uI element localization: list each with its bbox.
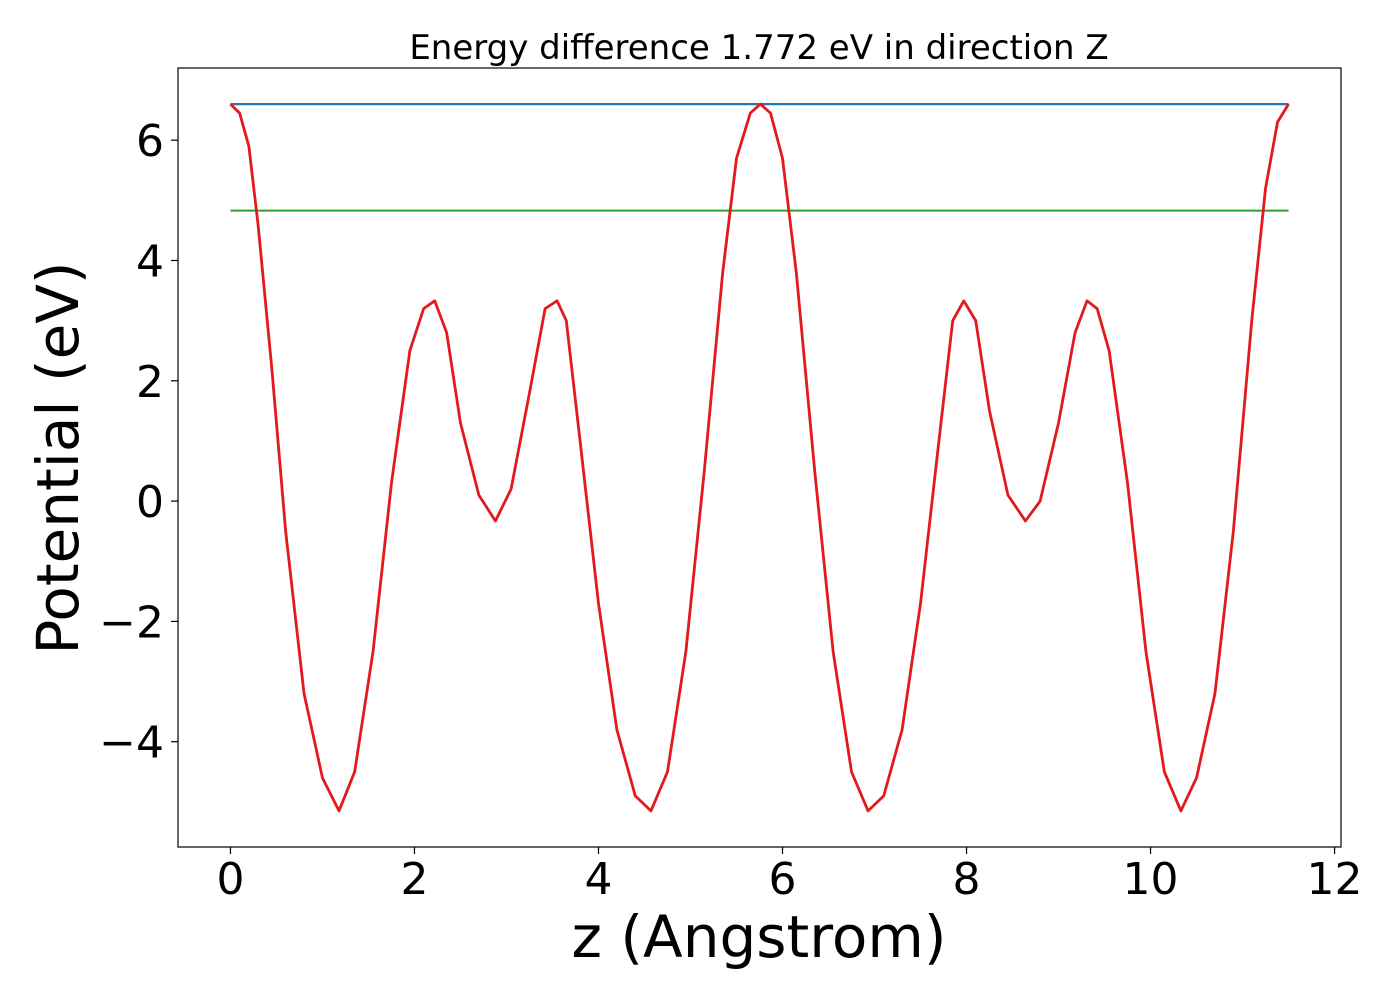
y-tick-label: 0 [136,477,164,528]
y-tick-label: 6 [136,116,164,167]
x-tick-label: 10 [1123,854,1179,905]
y-tick-label: 4 [136,236,164,287]
x-tick-label: 6 [769,854,797,905]
plot-area [229,102,1290,813]
y-axis: −4 −2 0 2 4 6 [99,116,178,769]
x-axis-label: z (Angstrom) [572,903,947,971]
x-axis: 0 2 4 6 8 10 12 [216,847,1363,905]
x-tick-label: 2 [400,854,428,905]
chart-title: Energy difference 1.772 eV in direction … [409,28,1108,68]
potential-curve-red [229,102,1290,813]
y-axis-label: Potential (eV) [24,261,92,654]
x-tick-label: 12 [1307,854,1363,905]
x-tick-label: 0 [216,854,244,905]
axes-frame [177,67,1342,848]
y-tick-label: 2 [136,357,164,408]
y-tick-label: −2 [99,597,164,648]
y-tick-label: −4 [99,718,164,769]
x-tick-label: 8 [953,854,981,905]
x-tick-label: 4 [584,854,612,905]
